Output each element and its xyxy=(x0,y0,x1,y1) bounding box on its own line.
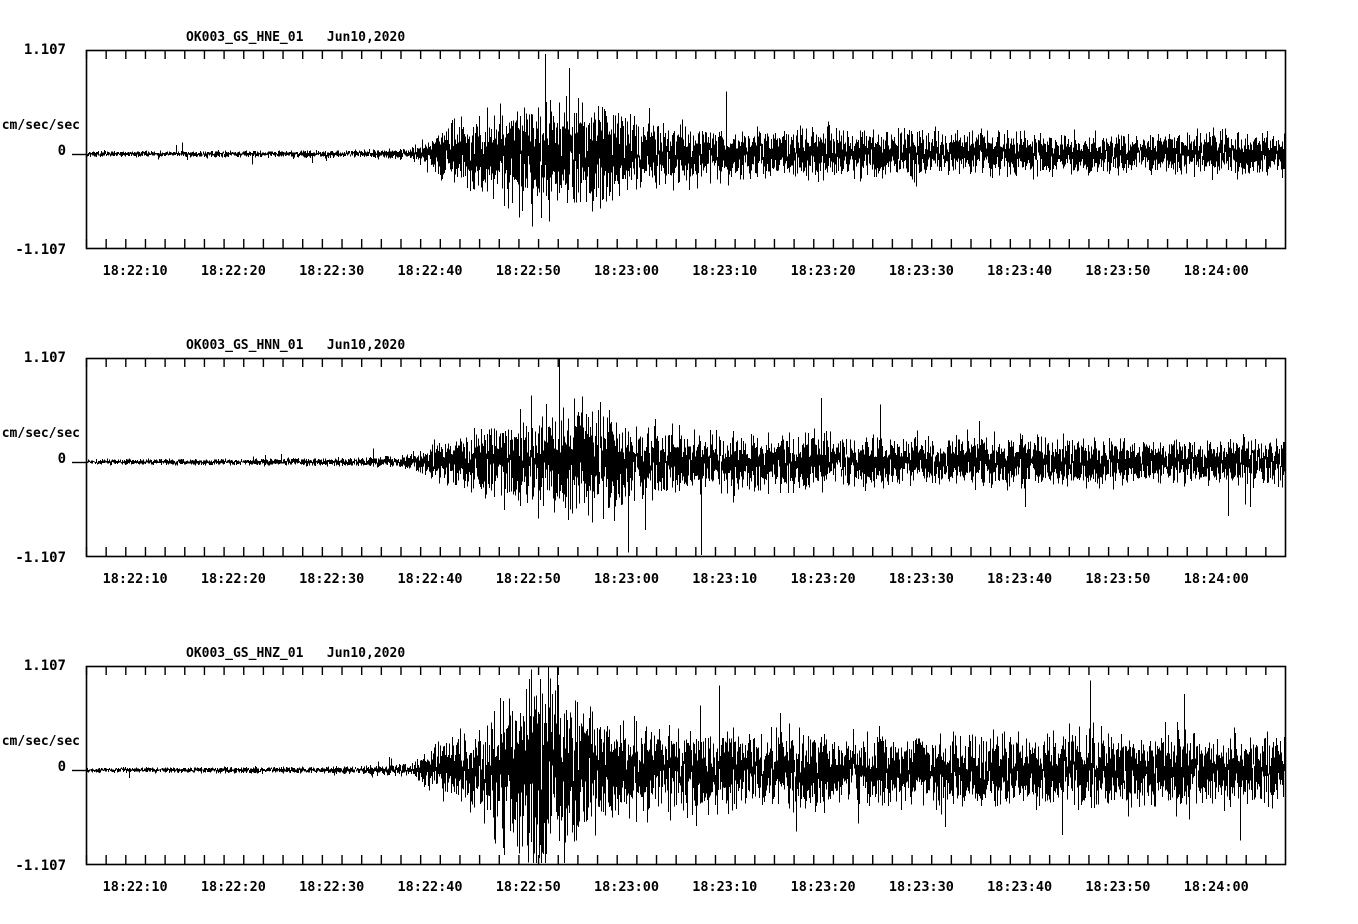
panel-title-hnn: OK003_GS_HNN_01 Jun10,2020 xyxy=(186,338,406,353)
seismogram-panel-hne: OK003_GS_HNE_01 Jun10,2020 cm/sec/sec 1.… xyxy=(0,0,1358,308)
y-tick-min-hnn: -1.107 xyxy=(15,550,66,566)
x-tick-label: 18:22:20 xyxy=(200,571,266,587)
x-tick-label: 18:23:50 xyxy=(1085,571,1151,587)
x-tick-label: 18:23:00 xyxy=(594,263,660,279)
x-tick-label: 18:23:20 xyxy=(790,879,856,895)
x-tick-label: 18:24:00 xyxy=(1183,263,1249,279)
waveform-trace xyxy=(86,359,1286,555)
x-tick-label: 18:22:50 xyxy=(495,571,561,587)
x-tick-label: 18:23:40 xyxy=(987,879,1053,895)
x-axis-ticks xyxy=(72,358,1267,556)
waveform-plot-hnz xyxy=(72,665,1287,866)
y-tick-max-hnn: 1.107 xyxy=(23,350,66,366)
x-tick-label: 18:22:10 xyxy=(102,263,168,279)
x-axis-ticks xyxy=(72,666,1267,864)
y-axis-unit-label-hnz: cm/sec/sec xyxy=(1,734,80,749)
seismogram-panel-hnz: OK003_GS_HNZ_01 Jun10,2020 cm/sec/sec 1.… xyxy=(0,616,1358,924)
x-tick-label: 18:23:50 xyxy=(1085,263,1151,279)
x-tick-label: 18:22:40 xyxy=(397,571,463,587)
y-axis-unit-label-hnn: cm/sec/sec xyxy=(1,426,80,441)
y-tick-min-hnz: -1.107 xyxy=(15,858,66,874)
x-tick-label: 18:23:30 xyxy=(888,571,954,587)
x-tick-label: 18:23:40 xyxy=(987,571,1053,587)
x-tick-label: 18:22:50 xyxy=(495,879,561,895)
x-tick-label: 18:23:10 xyxy=(692,879,758,895)
x-tick-label: 18:22:30 xyxy=(299,571,365,587)
x-tick-label: 18:23:30 xyxy=(888,879,954,895)
x-tick-label: 18:22:10 xyxy=(102,571,168,587)
x-tick-label: 18:22:40 xyxy=(397,263,463,279)
panel-title-hnz: OK003_GS_HNZ_01 Jun10,2020 xyxy=(186,646,406,661)
y-tick-zero-hnz: 0 xyxy=(57,759,66,775)
x-tick-label: 18:23:40 xyxy=(987,263,1053,279)
x-tick-label: 18:22:20 xyxy=(200,263,266,279)
x-tick-label: 18:23:20 xyxy=(790,263,856,279)
x-tick-label: 18:23:00 xyxy=(594,879,660,895)
y-tick-max-hnz: 1.107 xyxy=(23,658,66,674)
x-tick-label: 18:23:50 xyxy=(1085,879,1151,895)
x-tick-label: 18:22:30 xyxy=(299,879,365,895)
x-tick-label: 18:23:30 xyxy=(888,263,954,279)
x-tick-label: 18:22:20 xyxy=(200,879,266,895)
x-tick-label: 18:24:00 xyxy=(1183,571,1249,587)
x-tick-label: 18:22:10 xyxy=(102,879,168,895)
x-tick-label: 18:24:00 xyxy=(1183,879,1249,895)
panel-title-hne: OK003_GS_HNE_01 Jun10,2020 xyxy=(186,30,406,45)
x-tick-label: 18:23:20 xyxy=(790,571,856,587)
x-tick-label: 18:22:30 xyxy=(299,263,365,279)
x-tick-label: 18:22:40 xyxy=(397,879,463,895)
seismogram-panel-hnn: OK003_GS_HNN_01 Jun10,2020 cm/sec/sec 1.… xyxy=(0,308,1358,616)
x-tick-label: 18:22:50 xyxy=(495,263,561,279)
x-tick-label: 18:23:10 xyxy=(692,571,758,587)
y-axis-unit-label-hne: cm/sec/sec xyxy=(1,118,80,133)
y-tick-max-hne: 1.107 xyxy=(23,42,66,58)
waveform-plot-hnn xyxy=(72,357,1287,558)
waveform-plot-hne xyxy=(72,49,1287,250)
y-tick-min-hne: -1.107 xyxy=(15,242,66,258)
waveform-trace xyxy=(86,667,1286,863)
plot-frame xyxy=(85,49,1287,250)
y-tick-zero-hne: 0 xyxy=(57,143,66,159)
y-tick-zero-hnn: 0 xyxy=(57,451,66,467)
x-tick-label: 18:23:00 xyxy=(594,571,660,587)
x-tick-label: 18:23:10 xyxy=(692,263,758,279)
x-axis-ticks xyxy=(72,50,1267,248)
waveform-trace xyxy=(86,54,1286,227)
